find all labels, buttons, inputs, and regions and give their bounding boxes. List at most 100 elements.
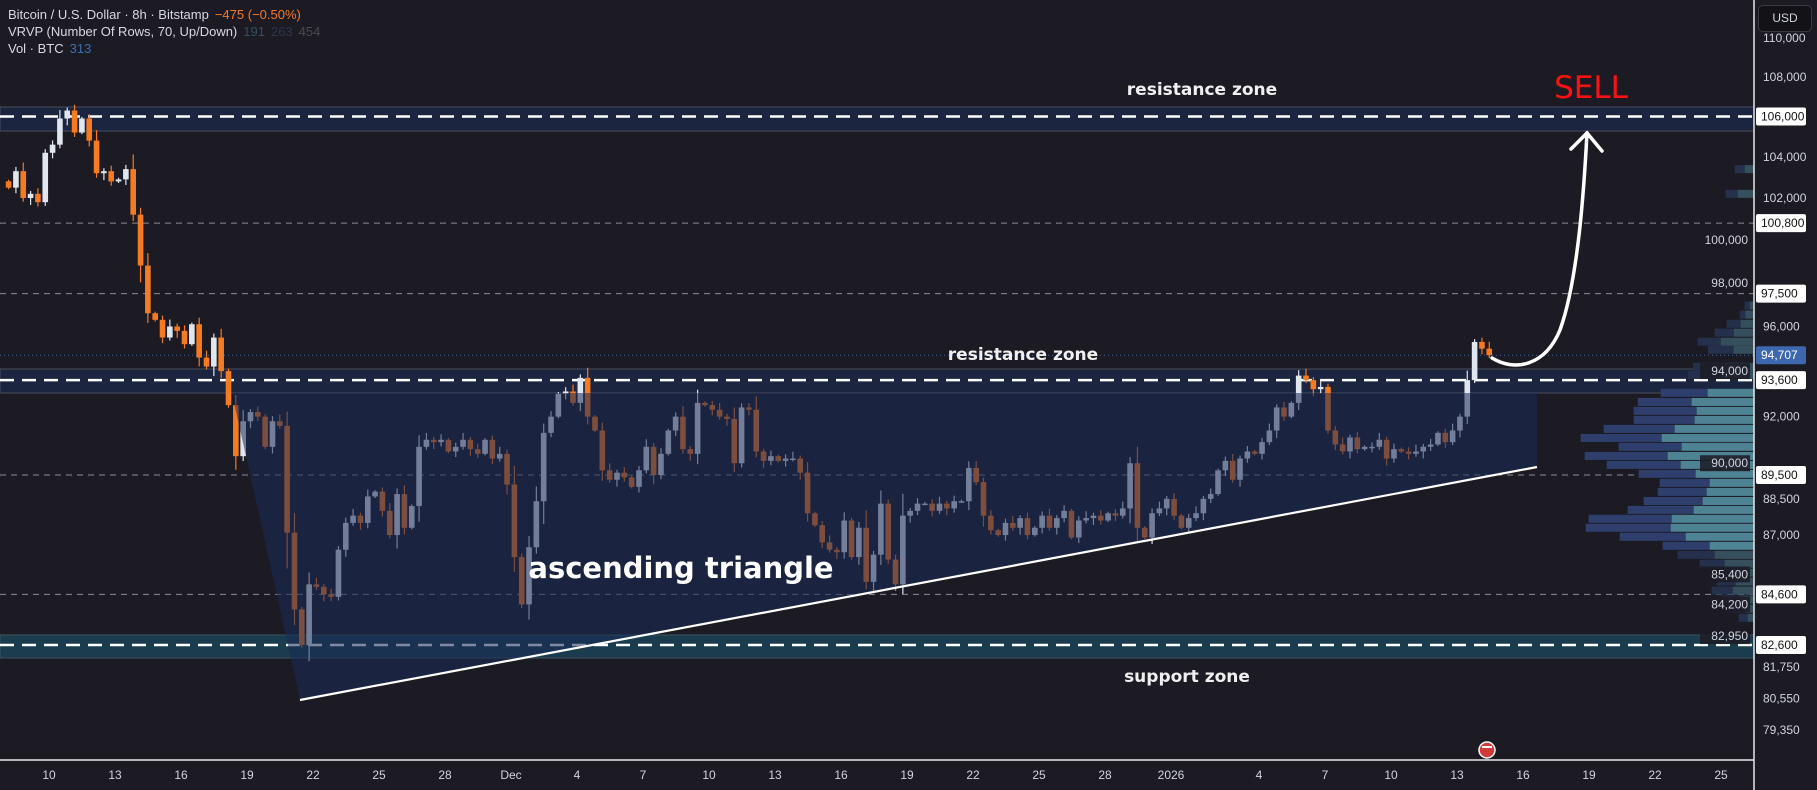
vrvp-bar-up <box>1709 541 1754 550</box>
candle-body <box>79 118 85 133</box>
vrvp-bar-up <box>1733 328 1754 337</box>
candle <box>108 165 115 186</box>
candle-body <box>35 193 41 203</box>
legend-volume-row[interactable]: Vol · BTC 313 <box>8 40 320 57</box>
time-tick-label: 22 <box>1648 768 1662 782</box>
candle <box>20 162 27 202</box>
price-axis <box>1754 0 1817 790</box>
vrvp-bar-down <box>1638 469 1696 478</box>
vrvp-bar-up <box>1693 505 1754 514</box>
symbol-title: Bitcoin / U.S. Dollar · 8h · Bitstamp <box>8 7 209 22</box>
time-tick-label: 7 <box>640 768 647 782</box>
vrvp-bar-up <box>1740 319 1754 328</box>
candle <box>1486 341 1493 359</box>
candle <box>130 154 137 222</box>
candle-body <box>189 324 195 345</box>
price-tick-label: 104,000 <box>1763 150 1807 164</box>
candle-body <box>115 179 122 182</box>
vrvp-bar-down <box>1708 345 1734 354</box>
candle-body <box>211 337 217 367</box>
vrvp-bar-down <box>1657 487 1707 496</box>
vrvp-bar-down <box>1726 319 1741 328</box>
candle <box>159 315 166 344</box>
candle-body <box>218 337 224 372</box>
vrvp-bar-down <box>1744 301 1750 310</box>
candle-body <box>20 171 27 199</box>
legend-symbol-row[interactable]: Bitcoin / U.S. Dollar · 8h · Bitstamp −47… <box>8 6 320 23</box>
volume-title: Vol · BTC <box>8 41 64 56</box>
time-tick-label: 16 <box>834 768 848 782</box>
vrvp-bar-down <box>1738 613 1748 622</box>
price-tick-backdrop <box>1700 363 1750 380</box>
time-axis <box>0 760 1754 790</box>
time-tick-label: 13 <box>1450 768 1464 782</box>
candle <box>115 177 122 184</box>
candle <box>1303 368 1309 384</box>
candle-body <box>225 371 232 406</box>
price-level-badge <box>1756 371 1806 390</box>
candle-body <box>86 118 93 141</box>
price-tick-label: 85,400 <box>1711 567 1748 581</box>
candle <box>152 311 158 322</box>
time-tick-label: 16 <box>1516 768 1530 782</box>
vrvp-bar-down <box>1585 523 1671 532</box>
time-tick-label: 25 <box>1032 768 1046 782</box>
time-tick-label: 2026 <box>1158 768 1185 782</box>
sell-signal-label: SELL <box>1554 70 1629 106</box>
vrvp-bar-up <box>1706 487 1754 496</box>
vrvp-bar-up <box>1707 388 1754 397</box>
candle <box>93 130 100 178</box>
candle <box>225 368 232 408</box>
candle <box>13 166 19 194</box>
candle <box>49 140 56 159</box>
price-tick-label: 79,350 <box>1763 723 1800 737</box>
price-tick-backdrop <box>1700 566 1750 583</box>
candle-body <box>1303 375 1309 381</box>
time-tick-label: 16 <box>174 768 188 782</box>
candle <box>1471 339 1478 384</box>
resistance-zone-mid-label: resistance zone <box>948 345 1098 365</box>
price-level-label: 106,000 <box>1761 109 1805 123</box>
vrvp-bar-up <box>1737 189 1754 198</box>
candle-body <box>130 169 137 215</box>
time-tick-label: 19 <box>240 768 254 782</box>
time-tick-label: 25 <box>372 768 386 782</box>
candle-body <box>13 171 19 188</box>
candle <box>101 168 107 181</box>
price-tick-backdrop <box>1700 455 1750 472</box>
time-tick-label: 22 <box>966 768 980 782</box>
candle <box>196 317 202 367</box>
vrvp-bar-down <box>1725 189 1738 198</box>
vrvp-bar-up <box>1694 415 1754 424</box>
vrvp-bar-down <box>1662 541 1710 550</box>
time-tick-label: 19 <box>900 768 914 782</box>
price-level-label: 97,500 <box>1761 287 1798 301</box>
arrowhead-icon <box>1569 130 1604 153</box>
vrvp-bar-down <box>1711 586 1733 595</box>
resistance-zone-top-label: resistance zone <box>1127 80 1277 100</box>
price-level-badge <box>1756 346 1806 365</box>
legend-vrvp-row[interactable]: VRVP (Number Of Rows, 70, Up/Down) 191 263… <box>8 23 320 40</box>
candle-body <box>152 313 158 320</box>
vrvp-bar-up <box>1744 165 1754 174</box>
candle <box>189 322 195 346</box>
price-level-label: 82,600 <box>1761 638 1798 652</box>
price-tick-label: 110,000 <box>1763 31 1806 45</box>
candle-body <box>42 152 49 203</box>
vrvp-bar-down <box>1633 406 1697 415</box>
vrvp-bar-down <box>1734 165 1745 174</box>
candle-body <box>159 319 166 338</box>
candle <box>145 253 151 323</box>
vrvp-bar-down <box>1619 532 1686 541</box>
price-level-label: 100,800 <box>1761 216 1805 230</box>
candle-body <box>1310 380 1317 390</box>
vrvp-bar-down <box>1637 397 1692 406</box>
price-change: −475 (−0.50%) <box>214 7 301 22</box>
price-tick-label: 108,000 <box>1763 70 1807 84</box>
vrvp-bar-down <box>1739 310 1746 319</box>
candle <box>167 319 173 341</box>
currency-button[interactable]: USD <box>1758 5 1812 32</box>
price-tick-backdrop <box>1700 628 1750 645</box>
time-tick-label: 10 <box>702 768 716 782</box>
